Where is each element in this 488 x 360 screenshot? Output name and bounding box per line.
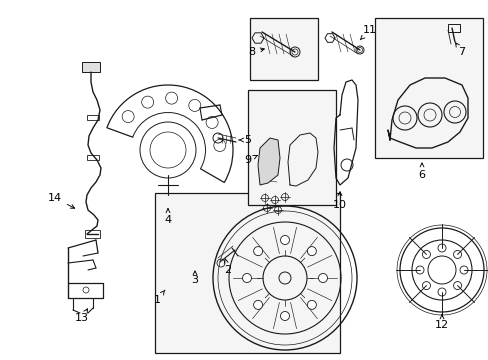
Circle shape (307, 247, 316, 256)
Bar (87, 155, 99, 160)
Text: 8: 8 (248, 47, 264, 57)
Circle shape (280, 311, 289, 320)
Bar (247, 90, 335, 205)
Circle shape (307, 300, 316, 309)
Circle shape (253, 247, 262, 256)
Text: 14: 14 (48, 193, 75, 208)
Text: 10: 10 (332, 192, 346, 210)
Text: 12: 12 (434, 314, 448, 330)
Circle shape (422, 251, 429, 258)
Text: 2: 2 (224, 259, 231, 275)
Circle shape (422, 282, 429, 289)
Bar (87, 115, 99, 120)
Text: 4: 4 (164, 209, 171, 225)
Bar (155, 193, 339, 353)
Circle shape (318, 274, 327, 283)
Circle shape (242, 274, 251, 283)
Circle shape (437, 244, 445, 252)
Circle shape (453, 282, 461, 289)
Text: 1: 1 (153, 290, 164, 305)
Bar (85, 230, 100, 238)
Bar (374, 18, 482, 158)
Circle shape (437, 288, 445, 296)
Circle shape (280, 235, 289, 244)
Circle shape (415, 266, 423, 274)
Text: 6: 6 (418, 163, 425, 180)
Text: 11: 11 (360, 25, 376, 40)
Circle shape (459, 266, 467, 274)
Text: 13: 13 (75, 309, 89, 323)
Text: 3: 3 (191, 271, 198, 285)
Circle shape (253, 300, 262, 309)
Text: 9: 9 (244, 155, 257, 165)
Polygon shape (258, 138, 280, 185)
Bar (82, 62, 100, 72)
Text: 5: 5 (239, 135, 251, 145)
Text: 7: 7 (455, 43, 465, 57)
Bar (249, 18, 317, 80)
Circle shape (453, 251, 461, 258)
Bar (447, 24, 459, 32)
